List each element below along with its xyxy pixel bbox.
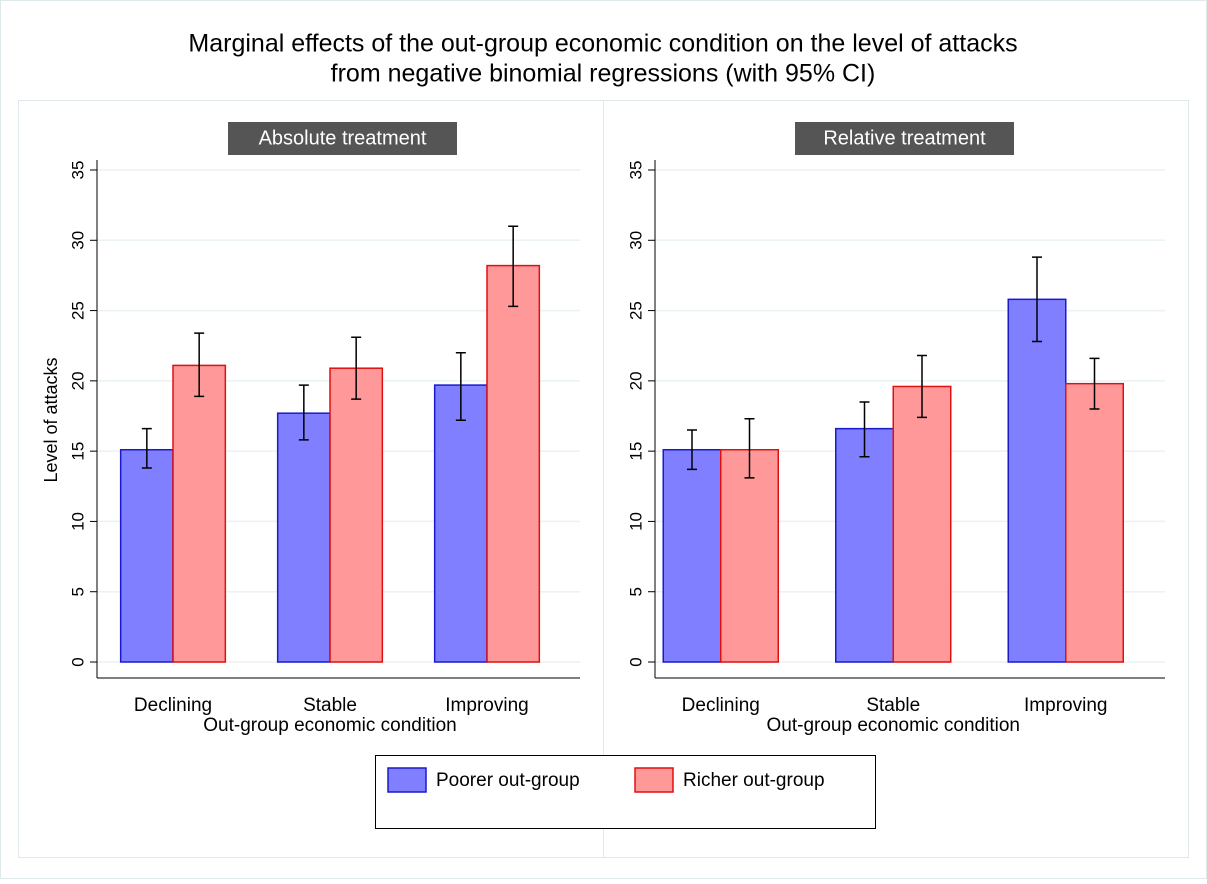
- y-tick-label: 10: [626, 512, 645, 531]
- y-tick-label: 15: [68, 442, 87, 461]
- error-bar: [859, 401, 870, 458]
- bar: [276, 412, 331, 663]
- y-tick-label: 20: [626, 371, 645, 390]
- legend-swatch: [634, 767, 674, 793]
- bar: [433, 384, 488, 663]
- panel-frame: [603, 100, 1189, 858]
- y-tick-label: 5: [68, 587, 87, 596]
- error-bar: [141, 427, 152, 469]
- x-tick-label: Improving: [1024, 695, 1107, 716]
- x-axis-label: Out-group economic condition: [203, 715, 456, 736]
- error-bar: [1089, 357, 1100, 410]
- error-bar: [1032, 256, 1042, 343]
- bar: [1065, 382, 1124, 663]
- error-bar: [455, 351, 466, 421]
- error-bar: [351, 336, 362, 400]
- y-tick-label: 5: [626, 587, 645, 596]
- bar: [835, 427, 894, 663]
- error-bar: [194, 332, 205, 398]
- y-tick-label: 10: [68, 512, 87, 531]
- x-tick-label: Stable: [866, 695, 920, 716]
- bar: [329, 367, 384, 663]
- panel-title-box: [228, 122, 457, 155]
- y-axis-label: Level of attacks: [41, 357, 61, 482]
- chart-title: from negative binomial regressions (with…: [331, 60, 876, 88]
- x-tick-label: Declining: [134, 695, 212, 716]
- bar: [1007, 298, 1067, 663]
- y-tick-label: 35: [626, 161, 645, 180]
- panel-title-box: [795, 122, 1014, 155]
- y-tick-label: 30: [68, 231, 87, 250]
- y-tick-label: 0: [626, 657, 645, 666]
- error-bar: [917, 354, 927, 419]
- y-tick-label: 0: [68, 657, 87, 666]
- bar: [486, 264, 541, 663]
- panel-title: Absolute treatment: [259, 127, 427, 149]
- error-bar: [298, 384, 309, 441]
- panel-title: Relative treatment: [823, 127, 986, 149]
- error-bar: [508, 225, 519, 308]
- legend-label: Richer out-group: [683, 770, 825, 791]
- y-tick-label: 25: [68, 301, 87, 320]
- x-tick-label: Improving: [445, 695, 528, 716]
- legend: [375, 755, 876, 829]
- legend-label: Poorer out-group: [436, 770, 580, 791]
- legend-swatch: [387, 767, 427, 793]
- bar: [892, 385, 952, 663]
- x-axis-label: Out-group economic condition: [767, 715, 1020, 736]
- x-tick-label: Declining: [682, 695, 760, 716]
- y-tick-label: 20: [68, 371, 87, 390]
- error-bar: [687, 429, 697, 471]
- x-tick-label: Stable: [303, 695, 357, 716]
- error-bar: [744, 418, 755, 479]
- bar: [662, 448, 722, 663]
- y-tick-label: 25: [626, 301, 645, 320]
- chart-title: Marginal effects of the out-group econom…: [188, 30, 1017, 58]
- bar: [119, 448, 174, 663]
- y-tick-label: 15: [626, 442, 645, 461]
- bar: [172, 364, 227, 663]
- y-tick-label: 35: [68, 161, 87, 180]
- bar: [720, 448, 779, 663]
- y-tick-label: 30: [626, 231, 645, 250]
